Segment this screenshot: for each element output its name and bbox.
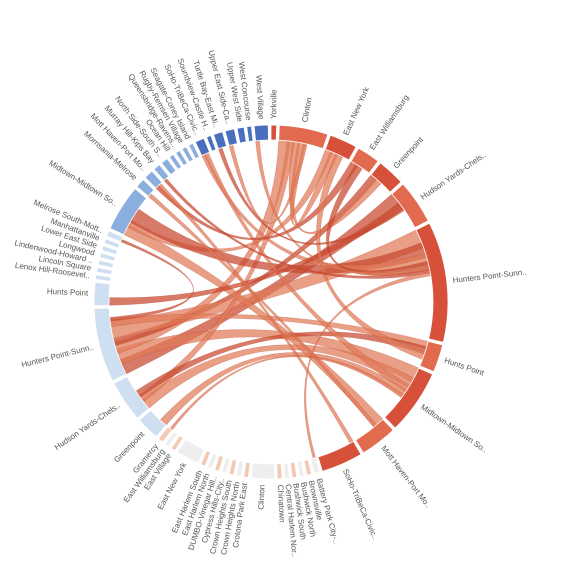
chord-arc-segment (253, 124, 269, 142)
chord-arc-segment (93, 281, 111, 307)
segment-label: Hudson Yards-Chels.. (419, 150, 488, 201)
chord-arc-segment (276, 463, 283, 480)
chord-arc-segment (181, 146, 194, 163)
chord-arc-segment (99, 252, 116, 262)
chord-arc-segment (283, 462, 290, 479)
segment-label: West Village (254, 75, 265, 120)
chord-arc-segment (289, 461, 298, 479)
chord-arc-segment (168, 153, 183, 170)
chord-arc-segment (278, 124, 329, 150)
segment-label: Hunts Point (443, 356, 486, 378)
segment-label: Greenpoint (392, 135, 426, 171)
chord-arc-segment (200, 450, 212, 467)
chord-arc-segment (164, 431, 179, 448)
segment-label: Midtown-Midtown So.. (419, 402, 489, 454)
chord-arc-segment (207, 452, 218, 470)
segment-label: East New York (342, 85, 372, 137)
chord-arc-segment (270, 124, 278, 141)
chord-arc-segment (384, 367, 434, 429)
chord-arc-segment (160, 158, 177, 176)
chord-arc-segment (109, 188, 148, 236)
segment-label: SoHo-TriBeCa-Civic.. (341, 468, 380, 541)
chord-arc-segment (188, 142, 200, 160)
segment-label: Hunters Point-Sunn.. (20, 342, 94, 369)
chord-arc-segment (97, 259, 115, 269)
chord-arc-segment (153, 164, 170, 182)
chord-arc-segment (228, 458, 238, 476)
chord-arc-segment (157, 426, 173, 443)
chord-arc-segment (175, 149, 188, 167)
chord-arc-segment (296, 460, 305, 478)
chord-arc-segment (136, 179, 155, 197)
chord-arc-segment (194, 137, 211, 157)
chord-arc-segment (144, 170, 163, 189)
chord-arc-segment (205, 135, 217, 152)
chord-arc-segment (250, 462, 275, 480)
chord-arc-segment (236, 126, 247, 144)
segment-label: Mott Haven-Port Mo.. (379, 444, 433, 510)
segment-label: Clinton (300, 97, 313, 123)
chord-arc-segment (317, 440, 362, 472)
chord-arc-segment (138, 409, 167, 438)
segment-label: Midtown-Midtown So.. (47, 158, 118, 208)
chord-arc-segment (324, 134, 357, 161)
chord-arc-segment (370, 162, 402, 193)
chord-arc-segment (94, 274, 112, 282)
segment-label: Clinton (256, 485, 266, 510)
segment-label: Yorkville (269, 89, 278, 119)
chord-arc-segment (106, 230, 124, 243)
chord-arc-segment (221, 457, 231, 474)
chord-arc-segment (212, 131, 228, 150)
chord-arc-segment (170, 435, 184, 452)
segment-label: Hudson Yards-Chels.. (53, 401, 122, 452)
chord-ribbon (109, 238, 194, 322)
chord-arc-segment (176, 438, 205, 464)
ribbon-layer (108, 139, 432, 459)
chord-arc-segment (93, 307, 127, 382)
chord-arc-segment (415, 222, 449, 343)
chord-arc-segment (243, 461, 251, 478)
chord-arc-segment (214, 455, 224, 472)
segment-label: East Williamsburg (368, 93, 411, 151)
chord-arc-segment (391, 183, 429, 229)
chord-arc-segment (96, 266, 113, 276)
chord-arc-segment (350, 147, 379, 174)
chord-arc-segment (103, 238, 121, 249)
chord-arc-segment (303, 459, 313, 476)
chord-arc-segment (101, 245, 118, 256)
chord-arc-segment (113, 375, 150, 419)
chord-arc-segment (310, 457, 321, 475)
chord-arc-segment (224, 128, 238, 147)
chord-arc-segment (246, 125, 254, 142)
chord-arc-segment (355, 418, 394, 454)
arc-layer (93, 124, 449, 480)
chord-arc-segment (419, 340, 444, 373)
chord-arc-segment (235, 460, 244, 477)
segment-label: Hunters Point-Sunn.. (452, 267, 527, 285)
segment-label: Chinatown (276, 485, 287, 523)
segment-label: Hunts Point (47, 287, 89, 298)
